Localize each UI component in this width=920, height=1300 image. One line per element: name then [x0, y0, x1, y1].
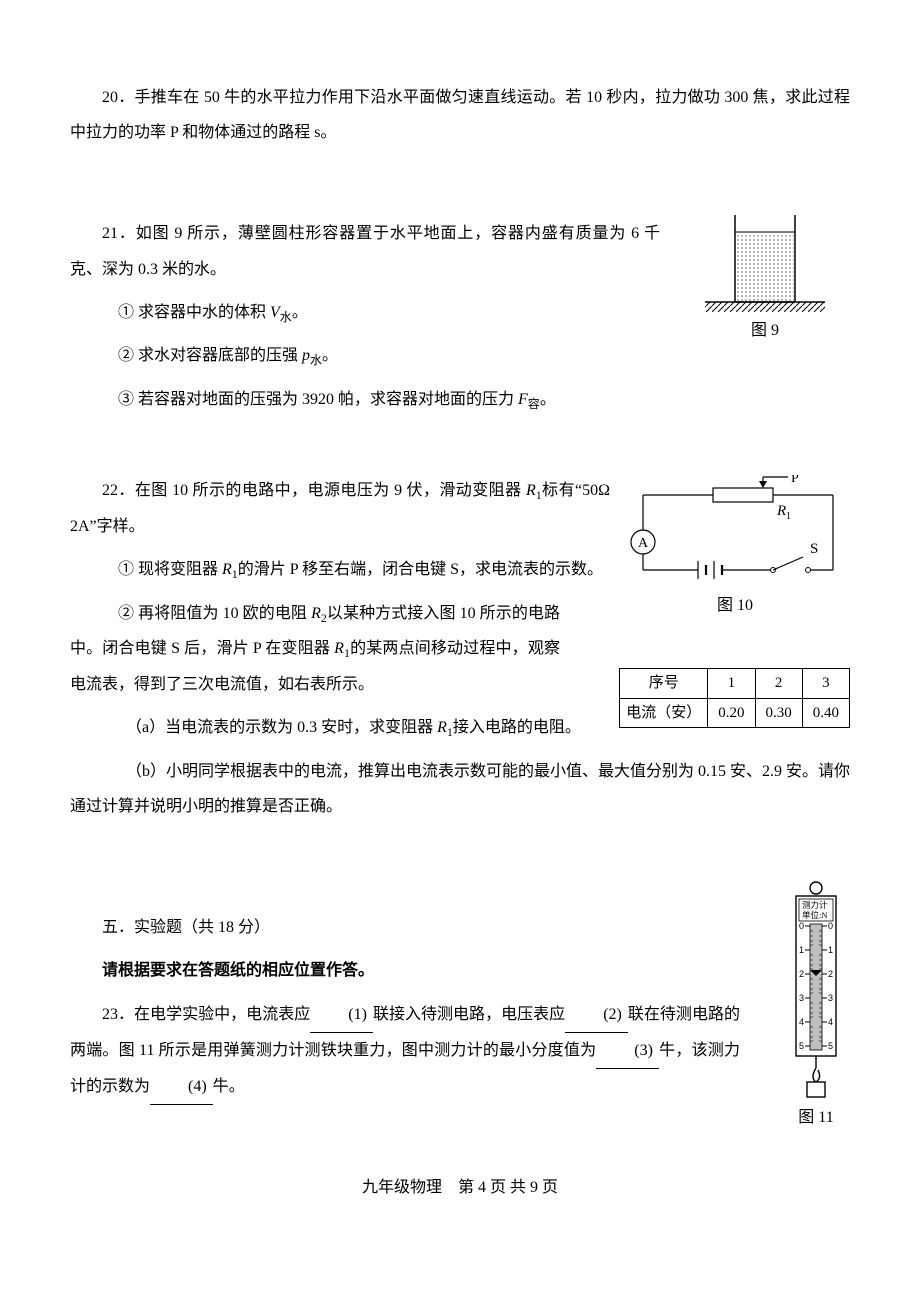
- tick-4r: 4: [828, 1017, 833, 1027]
- q21-p2-post: 。: [322, 347, 338, 364]
- q22-intro-r1: R: [526, 482, 536, 499]
- tick-0r: 0: [828, 921, 833, 931]
- q21-p3-pre: ③ 若容器对地面的压强为 3920 帕，求容器对地面的压力: [118, 391, 518, 408]
- table-cell: 3: [802, 669, 849, 699]
- circuit-r1-label: R: [776, 503, 786, 519]
- tick-1l: 1: [799, 945, 804, 955]
- q20-text: 20．手推车在 50 牛的水平拉力作用下沿水平面做匀速直线运动。若 10 秒内，…: [70, 80, 850, 150]
- q23-blank3: (3): [596, 1033, 659, 1069]
- section5-title: 五．实验题（共 18 分）: [70, 910, 850, 945]
- q21-p3-sym: F: [518, 391, 528, 408]
- q21-p3-post: 。: [540, 391, 556, 408]
- tick-2l: 2: [799, 969, 804, 979]
- q22-p2-r1: R: [334, 640, 344, 657]
- figure-11-label: 图 11: [780, 1106, 852, 1130]
- q23-blank1: (1): [310, 997, 373, 1033]
- spacer: [70, 890, 850, 910]
- tick-4l: 4: [799, 1017, 804, 1027]
- q21-p2-sym: p: [302, 347, 310, 364]
- table-header-current: 电流（安）: [620, 698, 708, 728]
- q22-part2: ② 再将阻值为 10 欧的电阻 R2以某种方式接入图 10 所示的电路中。闭合电…: [70, 596, 560, 702]
- figure-9-label: 图 9: [685, 319, 845, 343]
- spacer: [70, 158, 850, 216]
- current-table: 序号 1 2 3 电流（安） 0.20 0.30 0.40: [619, 668, 850, 728]
- q22-p1-post: 的滑片 P 移至右端，闭合电键 S，求电流表的示数。: [238, 561, 603, 578]
- table-cell: 1: [708, 669, 755, 699]
- tick-2r: 2: [828, 969, 833, 979]
- q21-p1-sub: 水: [280, 310, 292, 324]
- circuit-p-label: P: [791, 475, 799, 486]
- q23-seg2: 联接入待测电路，电压表应: [373, 1006, 565, 1023]
- q22-p1-r1: R: [222, 561, 232, 578]
- figure-10-label: 图 10: [620, 594, 850, 618]
- q21-p2-pre: ② 求水对容器底部的压强: [118, 347, 302, 364]
- figure-10: P R 1 A S 图 10: [620, 475, 850, 618]
- table-cell: 0.30: [755, 698, 802, 728]
- figure-11: 测力计 单位:N 0 0 1 1 2 2 3 3 4 4 5 5: [780, 880, 852, 1130]
- spacer: [70, 425, 850, 473]
- q23-seg1: 23．在电学实验中，电流表应: [102, 1006, 310, 1023]
- tick-1r: 1: [828, 945, 833, 955]
- circuit-diagram-icon: P R 1 A S: [623, 475, 848, 590]
- table-cell: 0.40: [802, 698, 849, 728]
- tick-5l: 5: [799, 1041, 804, 1051]
- q21-p1-sym: V: [270, 304, 280, 321]
- table-cell: 2: [755, 669, 802, 699]
- q22-part1: ① 现将变阻器 R1的滑片 P 移至右端，闭合电键 S，求电流表的示数。: [70, 552, 610, 588]
- q22-pa-pre: （a）当电流表的示数为 0.3 安时，求变阻器: [126, 719, 437, 736]
- q22-pa-post: 接入电路的电阻。: [453, 719, 581, 736]
- table-row: 序号 1 2 3: [620, 669, 850, 699]
- table-cell: 0.20: [708, 698, 755, 728]
- table-row: 电流（安） 0.20 0.30 0.40: [620, 698, 850, 728]
- figure-9: 图 9: [685, 210, 845, 343]
- tick-3l: 3: [799, 993, 804, 1003]
- q23-seg5: 牛。: [213, 1078, 245, 1095]
- q21-intro: 21．如图 9 所示，薄壁圆柱形容器置于水平地面上，容器内盛有质量为 6 千克、…: [70, 216, 660, 286]
- page-footer: 九年级物理 第 4 页 共 9 页: [0, 1176, 920, 1200]
- q23-text: 23．在电学实验中，电流表应(1)联接入待测电路，电压表应(2)联在待测电路的两…: [70, 997, 740, 1106]
- q22-intro: 22．在图 10 所示的电路中，电源电压为 9 伏，滑动变阻器 R1标有“50Ω…: [70, 473, 610, 544]
- q23-blank2: (2): [565, 997, 628, 1033]
- tick-0l: 0: [799, 921, 804, 931]
- table-header-index: 序号: [620, 669, 708, 699]
- circuit-ammeter-label: A: [638, 536, 649, 551]
- q22-p2-r2: R: [311, 605, 321, 622]
- q22-p2-pre: ② 再将阻值为 10 欧的电阻: [118, 605, 311, 622]
- section5-note: 请根据要求在答题纸的相应位置作答。: [70, 953, 850, 988]
- q22-pa-r1: R: [437, 719, 447, 736]
- q23-blank4: (4): [150, 1069, 213, 1105]
- q22-intro-pre: 22．在图 10 所示的电路中，电源电压为 9 伏，滑动变阻器: [102, 482, 526, 499]
- q21-p1-post: 。: [292, 304, 308, 321]
- q21-p1-pre: ① 求容器中水的体积: [118, 304, 270, 321]
- q21-part2: ② 求水对容器底部的压强 p水。: [70, 338, 850, 374]
- gauge-unit-l1: 测力计: [802, 900, 828, 910]
- q22-p1-pre: ① 现将变阻器: [118, 561, 222, 578]
- q22-part-b: （b）小明同学根据表中的电流，推算出电流表示数可能的最小值、最大值分别为 0.1…: [70, 754, 850, 824]
- circuit-s-label: S: [810, 541, 818, 557]
- tick-5r: 5: [828, 1041, 833, 1051]
- circuit-r1-sub: 1: [786, 511, 791, 522]
- gauge-unit-l2: 单位:N: [802, 910, 828, 920]
- container-diagram-icon: [700, 210, 830, 315]
- q21-p2-sub: 水: [310, 354, 322, 368]
- tick-3r: 3: [828, 993, 833, 1003]
- spacer: [70, 832, 850, 890]
- q21-part3: ③ 若容器对地面的压强为 3920 帕，求容器对地面的压力 F容。: [70, 382, 850, 418]
- spring-scale-icon: 测力计 单位:N 0 0 1 1 2 2 3 3 4 4 5 5: [785, 880, 847, 1100]
- q21-p3-sub: 容: [528, 397, 540, 411]
